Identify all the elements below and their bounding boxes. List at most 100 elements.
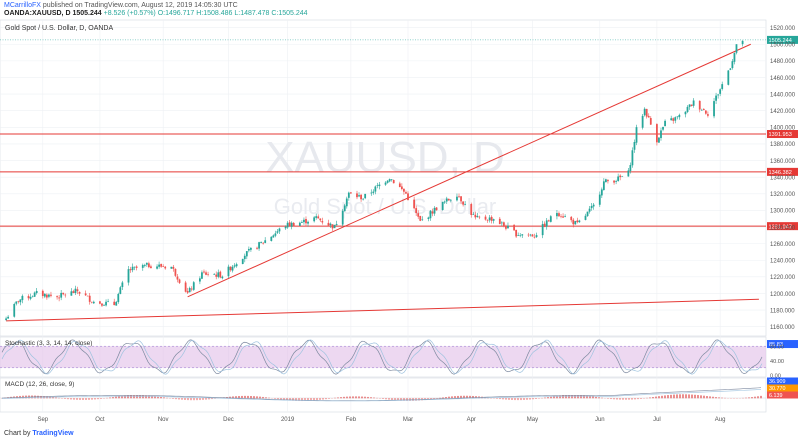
candle-body [86,295,89,297]
stoch-k-label: 85.83 [769,342,783,348]
macd-histogram-bar [142,395,144,399]
candle-body [245,251,248,257]
macd-histogram-bar [466,395,468,399]
y-tick-label: 1220.000 [770,275,796,281]
candle-body [184,282,187,292]
candle-body [519,235,522,236]
candle-body [158,264,160,267]
candle-body [615,181,618,182]
macd-histogram-bar [406,398,408,401]
candle-body [517,235,520,236]
stoch-k-line [1,339,763,375]
macd-histogram-bar [598,397,600,399]
macd-histogram-bar [232,396,234,399]
level-price-tag [767,167,798,176]
candle-body [335,224,338,226]
macd-histogram-bar [586,395,588,399]
candle-body [205,272,207,275]
candle-body [221,276,224,279]
candle-body [315,216,318,218]
macd-histogram-bar [556,396,558,399]
candle-body [421,219,424,221]
macd-histogram-bar [562,395,564,399]
macd-histogram-bar [211,398,213,400]
macd-histogram-bar [613,398,615,400]
candle-body [101,303,103,306]
candle-body [578,220,581,223]
macd-histogram-bar [760,395,762,399]
macd-histogram-bar [673,394,675,399]
candle-body [478,216,481,218]
macd-pane[interactable] [0,377,767,413]
macd-histogram-bar [637,398,639,400]
macd-histogram-bar [238,396,240,399]
macd-histogram-bar [712,396,714,399]
candle-body [721,84,724,89]
candle-body [72,291,75,293]
candle-body [50,294,52,296]
candle-body [372,191,375,193]
macd-histogram-bar [109,397,111,399]
candle-body [617,176,620,181]
macd-histogram-bar [703,395,705,399]
candle-body [13,303,16,317]
y-tick-label: 1260.000 [770,242,796,248]
macd-histogram-bar [259,396,261,399]
macd-histogram-bar [319,398,321,400]
candle-body [19,299,22,303]
time-axis[interactable]: Sep Oct Nov Dec 2019 Feb Mar Apr May Jun Jul Aug [37,417,725,423]
macd-histogram-bar [454,396,456,399]
candle-body [586,211,589,217]
stoch-tick-label: 40.00 [770,359,784,365]
macd-histogram-bar [127,395,129,399]
candle-body [486,220,489,221]
candle-body [698,100,701,110]
tradingview-logo[interactable]: TradingView [32,430,74,437]
candle-body [258,242,260,249]
stoch-title: Stochastic (3, 3, 14, 14, close) [5,340,92,347]
trendline [187,43,751,298]
candle-body [21,295,24,301]
macd-histogram-bar [370,397,372,399]
candle-body [121,282,124,288]
stoch-d-line [1,339,763,375]
macd-histogram-bar [313,398,315,401]
candle-body [141,265,144,268]
candle-body [741,40,744,45]
macd-histogram-bar [430,398,432,400]
candle-body [333,224,336,229]
candle-body [243,255,246,260]
candle-body [341,210,344,225]
macd-histogram-bar [754,396,756,399]
macd-histogram-bar [565,395,567,399]
macd-histogram-bar [139,395,141,399]
candle-body [105,301,107,306]
candle-body [129,269,132,271]
candle-body [598,194,601,205]
macd-histogram-bar [166,397,168,399]
watermark-symbol: XAUUSD, D [265,133,505,182]
candle-body [150,266,152,269]
chart-title: Gold Spot / U.S. Dollar, D, OANDA [5,25,113,32]
macd-value-tag [767,377,798,385]
candle-body [199,278,201,282]
candle-body [203,271,205,273]
author-link[interactable]: MCarrilloFX [4,2,41,9]
price-axis[interactable]: 1160.000 1180.000 1200.000 1220.000 1240.000… [770,26,796,379]
candle-body [688,104,691,107]
macd-histogram-bar [121,396,123,399]
macd-histogram-bar [619,398,621,400]
y-tick-label: 1500.000 [770,43,796,49]
candle-body [201,272,203,279]
candle-body [621,176,624,177]
macd-histogram-bar [292,398,294,401]
main-pane[interactable] [0,19,767,337]
macd-histogram-bar [655,396,657,399]
macd-histogram-bar [277,398,279,400]
macd-histogram-bar [145,395,147,399]
candle-body [170,266,173,269]
macd-histogram-bar [115,396,117,399]
macd-histogram-bar [682,394,684,399]
y-tick-label: 1200.000 [770,292,796,298]
